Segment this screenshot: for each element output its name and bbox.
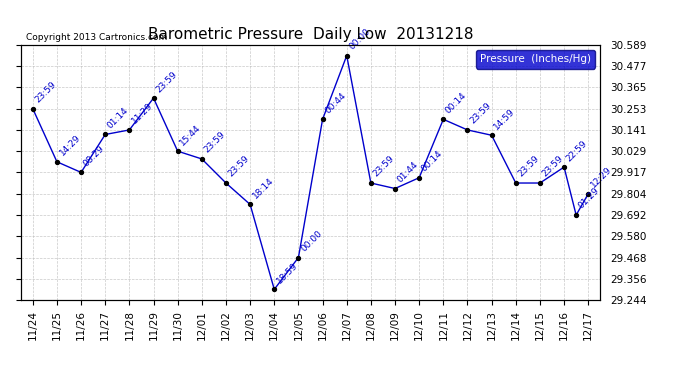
- Text: 01:14: 01:14: [106, 106, 130, 130]
- Point: [365, 180, 376, 186]
- Text: 18:59: 18:59: [275, 261, 299, 285]
- Point: [244, 201, 255, 207]
- Text: 23:59: 23:59: [540, 154, 565, 179]
- Title: Barometric Pressure  Daily Low  20131218: Barometric Pressure Daily Low 20131218: [148, 27, 473, 42]
- Text: 00:14: 00:14: [444, 91, 469, 115]
- Point: [413, 175, 424, 181]
- Text: 23:59: 23:59: [468, 101, 493, 126]
- Text: 11:29: 11:29: [130, 101, 155, 126]
- Legend: Pressure  (Inches/Hg): Pressure (Inches/Hg): [476, 50, 595, 69]
- Text: 23:59: 23:59: [516, 154, 541, 179]
- Text: 00:14: 00:14: [420, 149, 444, 174]
- Text: 08:29: 08:29: [81, 144, 106, 168]
- Text: 23:59: 23:59: [33, 80, 58, 105]
- Point: [558, 164, 569, 170]
- Text: 18:14: 18:14: [250, 176, 275, 200]
- Point: [148, 95, 159, 101]
- Point: [196, 156, 207, 162]
- Text: 01:44: 01:44: [395, 160, 420, 184]
- Point: [462, 127, 473, 133]
- Point: [75, 170, 86, 176]
- Text: 00:44: 00:44: [323, 91, 348, 115]
- Point: [293, 255, 304, 261]
- Point: [172, 148, 183, 154]
- Text: 15:44: 15:44: [178, 123, 203, 147]
- Text: 00:00: 00:00: [347, 27, 372, 51]
- Point: [51, 159, 62, 165]
- Text: 23:59: 23:59: [226, 154, 251, 179]
- Text: 23:59: 23:59: [371, 154, 396, 179]
- Text: 23:59: 23:59: [202, 130, 227, 155]
- Point: [486, 132, 497, 138]
- Point: [389, 186, 400, 192]
- Point: [534, 180, 545, 186]
- Text: 14:29: 14:29: [57, 133, 82, 158]
- Text: 22:59: 22:59: [564, 138, 589, 163]
- Point: [341, 53, 352, 58]
- Point: [437, 116, 448, 122]
- Text: 00:00: 00:00: [299, 229, 324, 254]
- Point: [220, 180, 231, 186]
- Text: Copyright 2013 Cartronics.com: Copyright 2013 Cartronics.com: [26, 33, 168, 42]
- Point: [571, 212, 582, 218]
- Text: 01:29: 01:29: [577, 186, 601, 211]
- Point: [268, 286, 279, 292]
- Point: [582, 191, 593, 197]
- Text: 12:29: 12:29: [589, 165, 613, 190]
- Point: [124, 127, 135, 133]
- Text: 14:59: 14:59: [492, 106, 517, 131]
- Point: [99, 132, 110, 138]
- Point: [510, 180, 521, 186]
- Text: 23:59: 23:59: [154, 69, 179, 94]
- Point: [28, 106, 39, 112]
- Point: [317, 116, 328, 122]
